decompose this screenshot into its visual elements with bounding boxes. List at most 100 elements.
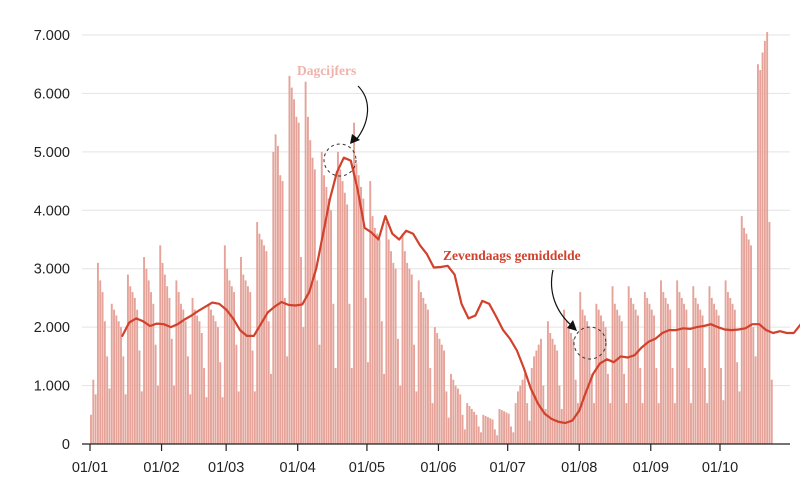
bar <box>286 356 289 444</box>
bar <box>498 408 501 444</box>
bar <box>752 327 755 444</box>
bar <box>320 151 323 444</box>
bar <box>318 344 321 444</box>
bar <box>708 286 711 444</box>
bar <box>200 332 203 444</box>
y-tick-label: 6.000 <box>34 86 70 102</box>
bar <box>600 315 602 444</box>
bar <box>166 286 169 444</box>
bar <box>140 391 143 444</box>
bar <box>191 297 194 444</box>
bar <box>297 122 300 445</box>
bar <box>159 245 162 444</box>
bar <box>650 309 653 444</box>
bar <box>260 239 263 444</box>
bar <box>572 338 575 444</box>
y-tick-label: 1.000 <box>34 379 70 395</box>
bar <box>193 309 196 444</box>
bar <box>371 216 374 444</box>
bar <box>357 175 360 444</box>
bar <box>655 368 658 444</box>
bar <box>350 368 353 444</box>
bar <box>576 403 579 444</box>
bar <box>486 417 489 444</box>
bar <box>110 303 113 444</box>
bar <box>221 397 224 444</box>
bar <box>180 303 182 444</box>
bar <box>283 297 286 444</box>
bar <box>161 262 164 444</box>
bar <box>641 403 644 444</box>
bar <box>706 403 709 444</box>
bar <box>392 262 395 444</box>
bar <box>403 251 406 444</box>
x-tick-label: 01/05 <box>349 460 385 476</box>
bar <box>198 321 201 444</box>
x-tick-label: 01/08 <box>561 460 597 476</box>
bar <box>101 292 104 444</box>
bar <box>216 327 219 444</box>
bar <box>138 350 141 444</box>
y-tick-label: 5.000 <box>34 145 70 161</box>
bar <box>491 419 494 444</box>
bar <box>339 169 342 444</box>
bar <box>463 429 466 444</box>
bar <box>233 292 236 444</box>
bar <box>131 292 134 444</box>
bar <box>500 410 503 444</box>
bar <box>182 309 185 444</box>
annotation-average-arrow <box>550 269 573 327</box>
bar <box>150 292 152 444</box>
bar <box>327 198 330 444</box>
bar <box>604 327 607 444</box>
bar <box>186 356 189 444</box>
bar <box>136 309 139 444</box>
bar <box>512 432 515 444</box>
bar <box>618 315 621 444</box>
bar <box>680 297 683 444</box>
bar <box>279 175 282 444</box>
bar <box>715 309 718 444</box>
bar <box>212 315 215 444</box>
bar <box>551 338 554 444</box>
bar <box>535 350 538 444</box>
bar <box>410 274 413 444</box>
bar <box>503 411 506 444</box>
bar <box>205 397 208 444</box>
bar <box>133 297 136 444</box>
bar <box>740 216 743 444</box>
bar <box>323 175 326 444</box>
bar <box>759 70 762 445</box>
bar <box>602 321 605 444</box>
bar <box>597 309 600 444</box>
bar <box>274 134 277 445</box>
bar <box>510 426 512 444</box>
bar <box>459 394 462 444</box>
annotation-average-circle <box>573 326 607 360</box>
bar <box>703 368 706 444</box>
bar <box>666 303 669 444</box>
bar <box>768 221 771 444</box>
bar <box>639 368 642 444</box>
bar <box>223 245 226 444</box>
bar <box>646 297 649 444</box>
bar <box>720 368 722 444</box>
bar <box>413 344 416 444</box>
bar <box>595 303 598 444</box>
bar <box>747 239 750 444</box>
bar <box>408 268 411 444</box>
bar <box>120 327 122 444</box>
bar <box>244 280 247 444</box>
bar <box>613 303 616 444</box>
bar <box>214 321 217 444</box>
bar <box>406 262 409 444</box>
bar <box>514 403 517 444</box>
bar <box>210 309 212 444</box>
bar <box>743 227 746 444</box>
bar <box>678 292 681 444</box>
bar <box>450 373 452 444</box>
bar <box>593 403 596 444</box>
bar <box>92 379 95 444</box>
bar <box>387 239 390 444</box>
bar <box>565 321 568 444</box>
